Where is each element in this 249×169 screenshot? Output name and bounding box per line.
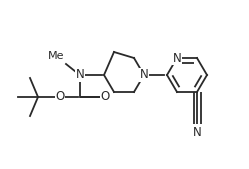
Text: O: O <box>100 91 110 103</box>
Text: N: N <box>140 68 148 81</box>
Text: N: N <box>76 68 84 81</box>
Text: Me: Me <box>48 51 64 61</box>
Text: N: N <box>173 52 181 65</box>
Text: O: O <box>55 91 65 103</box>
Text: N: N <box>193 126 201 139</box>
